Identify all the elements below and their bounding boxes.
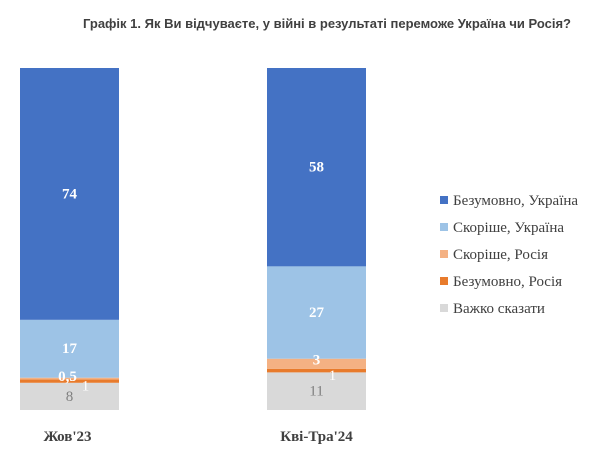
legend-swatch-скоріше-росія	[440, 250, 448, 258]
bar-segment-важко-сказати-1	[20, 382, 119, 410]
data-label-скоріше-росія-2: 3	[313, 352, 321, 368]
legend-label-скоріше-україна: Скоріше, Україна	[453, 220, 564, 236]
bar-segment-безумовно-росія-1	[20, 379, 119, 383]
data-label-скоріше-росія-1: 0,5	[58, 369, 77, 385]
data-label-важко-сказати-2: 11	[309, 384, 323, 400]
data-label-важко-сказати-1: 8	[66, 389, 74, 405]
data-label-безумовно-росія-2: 1	[329, 368, 337, 384]
data-label-безумовно-росія-1: 1	[82, 379, 90, 395]
bar-segment-скоріше-росія-1	[20, 377, 119, 380]
data-label-безумовно-україна-2: 58	[309, 160, 324, 176]
bar-segment-важко-сказати-2	[267, 372, 366, 410]
data-label-скоріше-україна-1: 17	[62, 341, 78, 357]
bar-segment-скоріше-україна-1	[20, 319, 119, 378]
legend-label-скоріше-росія: Скоріше, Росія	[453, 247, 548, 263]
legend-swatch-безумовно-росія	[440, 277, 448, 285]
data-label-скоріше-україна-2: 27	[309, 305, 325, 321]
bar-segment-безумовно-росія-2	[267, 368, 366, 373]
legend-swatch-безумовно-україна	[440, 196, 448, 204]
legend-label-безумовно-росія: Безумовно, Росія	[453, 274, 562, 290]
data-label-безумовно-україна-1: 74	[62, 186, 78, 202]
bar-segment-безумовно-україна-1	[20, 68, 119, 320]
legend-label-безумовно-україна: Безумовно, Україна	[453, 193, 578, 209]
chart-title: Графік 1. Як Ви відчуваєте, у війні в ре…	[83, 16, 571, 31]
legend-swatch-важко-сказати	[440, 304, 448, 312]
bar-segment-безумовно-україна-2	[267, 68, 366, 267]
bar-segment-скоріше-україна-2	[267, 266, 366, 359]
legend-swatch-скоріше-україна	[440, 223, 448, 231]
category-label-1: Жов'23	[43, 429, 91, 445]
category-label-2: Кві-Тра'24	[280, 429, 353, 445]
bar-segment-скоріше-росія-2	[267, 358, 366, 369]
legend-label-важко-сказати: Важко сказати	[453, 301, 545, 317]
